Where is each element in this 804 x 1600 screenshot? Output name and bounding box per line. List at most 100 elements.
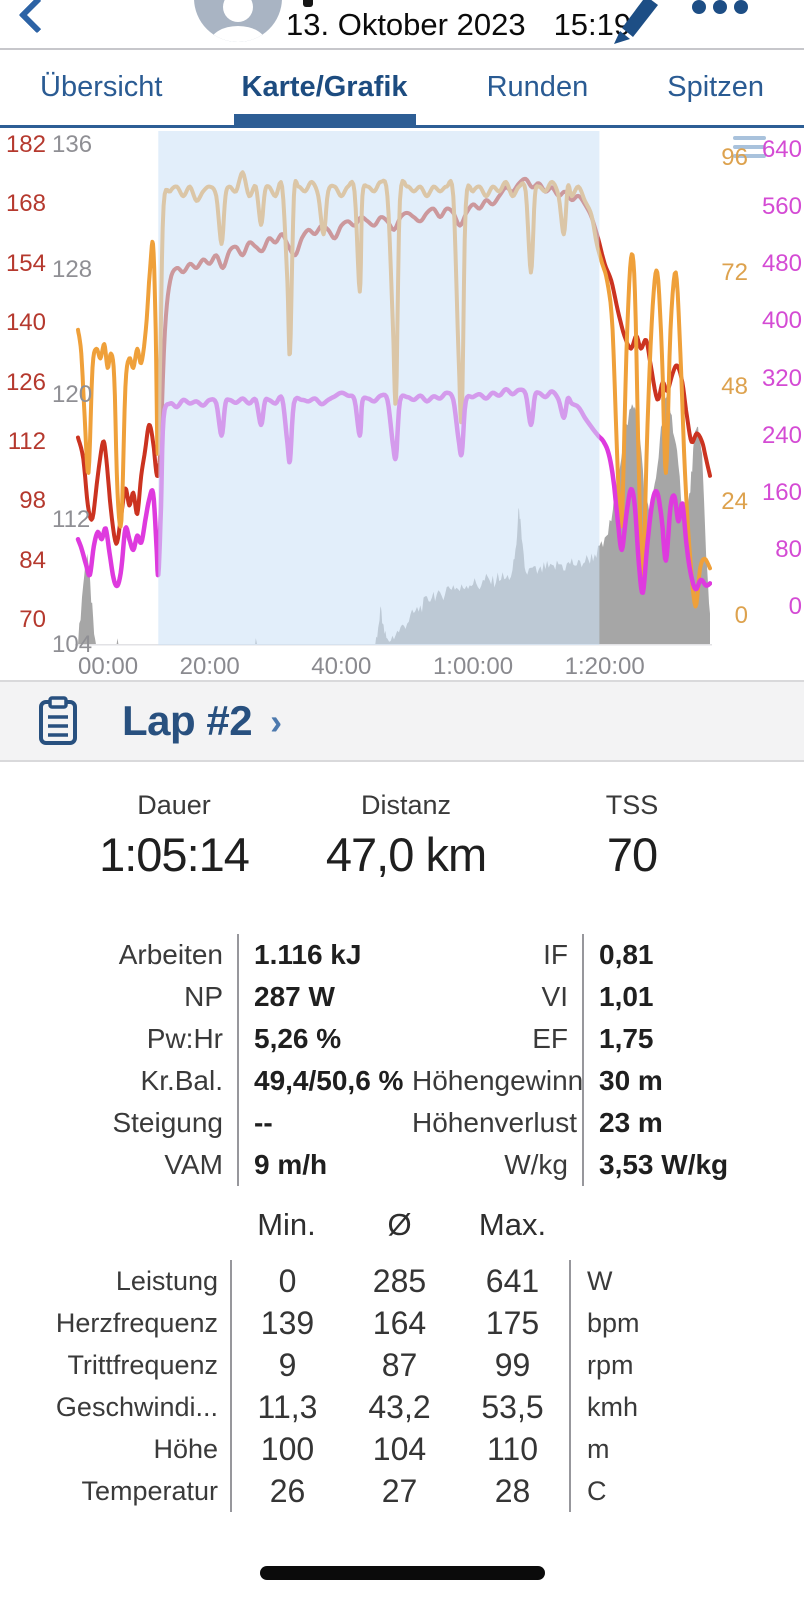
min-value: 11,3 <box>230 1386 343 1428</box>
row-label: Geschwindi... <box>55 1391 218 1422</box>
avg-value: 43,2 <box>368 1388 431 1425</box>
elevation-axis-tick: 128 <box>52 256 93 283</box>
metric-label: Steigung <box>112 1107 223 1138</box>
power-axis-tick: 640 <box>761 136 802 163</box>
tab-runden[interactable]: Runden <box>486 71 589 103</box>
chevron-right-icon: › <box>270 701 283 742</box>
metric-value: 30 m <box>582 1060 663 1102</box>
cadence-axis-tick: 72 <box>721 258 748 286</box>
metric-value: 0,81 <box>582 934 654 976</box>
table-row: Leistung 0 285 641 W <box>40 1260 804 1302</box>
avg-value: 285 <box>372 1262 427 1299</box>
table-row: Herzfrequenz 139 164 175 bpm <box>40 1302 804 1344</box>
clipped-title-text <box>303 0 313 7</box>
metric-label: Kr.Bal. <box>140 1065 223 1096</box>
cadence-axis-tick: 96 <box>721 144 748 171</box>
home-indicator[interactable] <box>260 1566 545 1580</box>
table-row: Trittfrequenz 9 87 99 rpm <box>40 1344 804 1386</box>
power-axis-tick: 320 <box>761 364 802 392</box>
metric-value: 3,53 W/kg <box>582 1144 728 1186</box>
summary-stat: TSS 70 <box>606 790 659 882</box>
metric-label: VI <box>541 981 568 1012</box>
heart-rate-axis-tick: 70 <box>19 606 46 633</box>
time-axis-tick: 20:00 <box>179 653 240 680</box>
max-value: 641 <box>485 1262 540 1299</box>
tab-karte-grafik[interactable]: Karte/Grafik <box>241 71 408 103</box>
max-value: 53,5 <box>481 1388 544 1425</box>
row-label: Trittfrequenz <box>67 1349 218 1380</box>
active-tab-underline <box>234 114 416 125</box>
lap-title: Lap #2 <box>122 697 253 744</box>
col-header-avg: Ø <box>387 1207 412 1242</box>
power-axis-tick: 80 <box>775 535 802 563</box>
min-value: 0 <box>230 1260 343 1302</box>
metrics-column-left: Arbeiten 1.116 kJ NP 287 W Pw:Hr 5,26 % … <box>40 934 412 1188</box>
unit-label: C <box>569 1470 699 1512</box>
lap-selection-region[interactable] <box>158 131 600 645</box>
heart-rate-axis-tick: 140 <box>5 309 46 337</box>
summary-stat: Distanz 47,0 km <box>325 790 487 882</box>
activity-chart[interactable]: 182 168 154 140 126 112 98 84 70 136 128 120 112 104 9… <box>0 128 804 680</box>
avatar-person-icon <box>223 0 253 22</box>
metric-label: VAM <box>164 1149 223 1180</box>
tab--bersicht[interactable]: Übersicht <box>40 71 163 103</box>
max-value: 99 <box>494 1346 531 1383</box>
back-chevron-icon[interactable] <box>18 0 56 34</box>
power-axis-tick: 240 <box>761 421 802 449</box>
metric-label: EF <box>532 1023 568 1054</box>
metric-label: Höhenverlust <box>412 1107 577 1138</box>
min-avg-max-table: Min. Ø Max. Leistung 0 285 641 W Herzfre… <box>0 1188 804 1512</box>
table-row: Höhe 100 104 110 m <box>40 1428 804 1470</box>
avg-value: 104 <box>372 1430 427 1467</box>
heart-rate-axis-tick: 182 <box>5 131 46 158</box>
stat-label: TSS <box>605 790 659 820</box>
row-label: Höhe <box>153 1433 218 1464</box>
heart-rate-axis-tick: 154 <box>5 249 46 277</box>
table-header-row: Min. Ø Max. <box>40 1202 804 1248</box>
lap-summary-stats: Dauer 1:05:14 Distanz 47,0 km TSS 70 <box>0 762 804 912</box>
unit-label: bpm <box>569 1302 699 1344</box>
activity-datetime: 13. Oktober 2023 15:19 <box>286 7 631 43</box>
metric-value: 287 W <box>237 976 335 1018</box>
time-axis-tick: 40:00 <box>311 653 372 680</box>
avatar[interactable] <box>194 0 282 42</box>
metric-label: IF <box>543 939 568 970</box>
lap-header-row[interactable]: Lap #2 › <box>0 680 804 762</box>
chart-legend-icon[interactable] <box>733 136 766 163</box>
avg-value: 87 <box>381 1346 418 1383</box>
unit-label: kmh <box>569 1386 699 1428</box>
power-axis-tick: 400 <box>761 307 802 335</box>
cadence-axis-tick: 24 <box>721 487 748 515</box>
metric-value: 9 m/h <box>237 1144 327 1186</box>
heart-rate-axis-tick: 168 <box>5 190 46 218</box>
tab-spitzen[interactable]: Spitzen <box>667 71 764 103</box>
metric-value: 1.116 kJ <box>237 934 361 976</box>
avatar-person-icon <box>210 26 266 42</box>
row-label: Herzfrequenz <box>55 1307 218 1338</box>
min-value: 26 <box>230 1470 343 1512</box>
metric-row: Kr.Bal. 49,4/50,6 % <box>40 1060 412 1102</box>
time-axis-tick: 1:20:00 <box>564 653 645 680</box>
chart-plot-area[interactable] <box>75 131 712 648</box>
row-label: Leistung <box>115 1265 218 1296</box>
metrics-column-right: IF 0,81 VI 1,01 EF 1,75 Höhengewinn 30 m… <box>412 934 804 1188</box>
row-label: Temperatur <box>81 1475 218 1506</box>
unit-label: rpm <box>569 1344 699 1386</box>
metric-row: Arbeiten 1.116 kJ <box>40 934 412 976</box>
activity-date: 13. Oktober 2023 <box>286 7 526 42</box>
more-options-icon[interactable] <box>692 0 748 14</box>
stat-label: Dauer <box>137 790 211 820</box>
metric-row: EF 1,75 <box>412 1018 804 1060</box>
metric-value: 49,4/50,6 % <box>237 1060 403 1102</box>
metric-row: VI 1,01 <box>412 976 804 1018</box>
stat-value: 47,0 km <box>325 828 487 881</box>
unit-label: m <box>569 1428 699 1470</box>
stat-value: 1:05:14 <box>99 828 250 881</box>
col-header-min: Min. <box>257 1207 316 1242</box>
power-axis-tick: 0 <box>788 593 802 620</box>
metric-label: NP <box>184 981 223 1012</box>
elevation-axis-tick: 112 <box>52 506 91 533</box>
edit-pencil-icon[interactable] <box>608 0 658 48</box>
stat-label: Distanz <box>360 790 452 820</box>
min-value: 9 <box>230 1344 343 1386</box>
